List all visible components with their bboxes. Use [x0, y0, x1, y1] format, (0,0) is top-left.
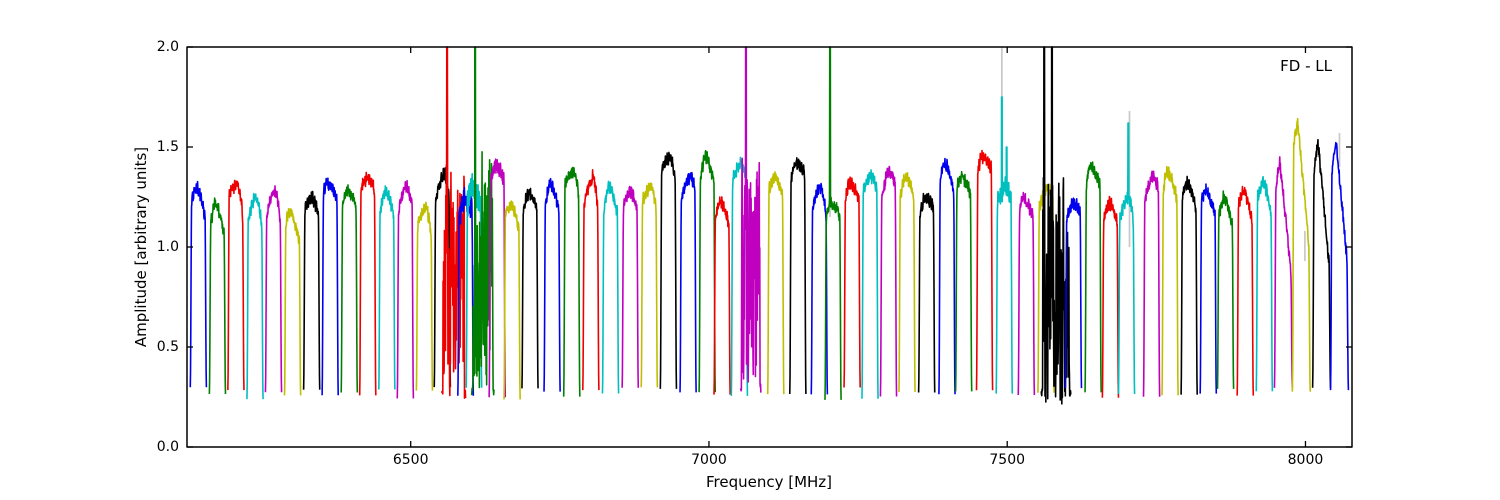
x-tick-label-2: 7500: [989, 452, 1026, 468]
y-tick-label-3: 1.5: [156, 139, 179, 155]
x-axis-label: Frequency [MHz]: [705, 473, 833, 491]
y-tick-label-0: 0.0: [156, 439, 179, 455]
x-tick-label-1: 7000: [691, 452, 727, 468]
y-tick-label-4: 2.0: [156, 39, 179, 55]
y-tick-label-2: 1.0: [156, 239, 179, 255]
x-tick-label-0: 6500: [392, 452, 429, 468]
y-tick-label-1: 0.5: [156, 339, 179, 355]
x-tick-label-3: 8000: [1287, 452, 1324, 468]
plot-annotation: FD - LL: [1280, 57, 1332, 75]
